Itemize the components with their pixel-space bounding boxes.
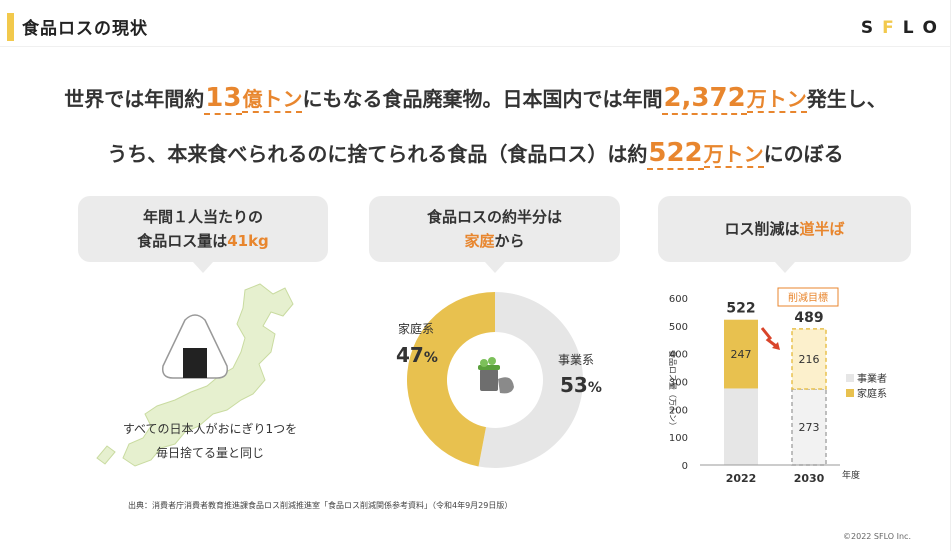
onigiri-icon [161,314,229,379]
bar-total-label: 522 [726,301,755,317]
japan-map-illustration [96,283,294,467]
onigiri-caption-line2: 毎日捨てる量と同じ [155,446,264,460]
panel2-line2: 家庭から [369,229,620,253]
headline-world-japan: 世界では年間約13億トンにもなる食品廃棄物。日本国内では年間2,372万トン発生… [0,83,951,115]
headline1-text-a: 世界では年間約 [64,87,205,111]
onigiri-caption-line1: すべての日本人がおにぎり1つを [122,422,298,436]
donut-slice-business [478,292,583,468]
target-label-box: 削減目標 [777,287,839,307]
logo-letter-f: F [882,18,894,38]
y-tick-label: 400 [669,350,688,361]
bar-value-label: 273 [799,421,820,434]
panel2-household-word: 家庭 [464,232,495,250]
bar-value-label: 247 [731,348,752,361]
bar-2022-household [724,319,758,389]
panel1-line2: 食品ロス量は41kg [78,229,328,253]
legend-label: 事業者 [857,372,887,385]
source-citation: 出典：消費者庁消費者教育推進課食品ロス削減推進室「食品ロス削減関係参考資料」（令… [128,501,513,510]
y-tick-label: 200 [669,405,688,416]
panel1-line2-text: 食品ロス量は [137,232,228,250]
legend-label: 家庭系 [857,387,887,400]
slice-value-business-num: 53 [560,373,588,397]
reduction-arrow-icon [760,327,780,350]
page-title: 食品ロスの現状 [22,19,148,39]
headline2-text-a: うち、本来食べられるのに捨てられる食品（食品ロス）は約 [107,142,648,166]
bar-2022-business [724,388,758,465]
donut-chart: 家庭系 47% 事業系 53% [396,292,602,468]
headline1-unit-world: 億トン [242,87,303,113]
y-tick-label: 500 [669,322,688,333]
bar-total-label: 489 [794,310,823,326]
target-label: 削減目標 [788,291,828,304]
panel1-line1: 年間１人当たりの [142,208,263,226]
y-axis-title: 食品ロス量（万トン） [668,350,678,430]
logo-letter-l: L [902,18,914,38]
y-tick-label: 0 [682,461,688,472]
bar-value-label: 216 [799,353,820,366]
logo-letter-o: O [922,18,937,38]
panel3-line1: ロス削減は道半ば [658,217,911,241]
panel1-kg-value: 41kg [227,232,269,250]
slice-name-business: 事業系 [558,353,594,367]
headline1-text-c: 発生し、 [806,87,887,111]
headline1-num-japan: 2,372 [662,83,747,115]
x-axis-title: 年度 [842,469,860,481]
panel2-line1: 食品ロスの約半分は [426,208,562,226]
panel2-bubble: 食品ロスの約半分は 家庭から [369,196,620,273]
panel1-bubble: 年間１人当たりの 食品ロス量は41kg [78,196,328,273]
legend-swatch [846,374,854,382]
y-tick-label: 300 [669,378,688,389]
trash-icon [470,355,520,405]
legend-swatch [846,389,854,397]
logo-letter-s: S [860,18,874,38]
panel3-bubble: ロス削減は道半ば [658,196,911,273]
y-tick-label: 600 [669,294,688,305]
panel3-line1-text: ロス削減は [724,220,800,238]
donut-slice-household [406,292,495,467]
header-divider [0,46,951,47]
stacked-bar-chart: 0 100 200 300 400 500 600 247 522 2022 273 216 489 2… [668,287,887,485]
slice-value-business: 53% [560,373,602,397]
headline1-text-b: にもなる食品廃棄物。日本国内では年間 [302,87,663,111]
headline-food-loss: うち、本来食べられるのに捨てられる食品（食品ロス）は約522万トンにのぼる [0,138,951,170]
bar-2030-business [791,388,827,466]
headline1-num-world: 13 [204,83,243,115]
headline1-unit-japan: 万トン [746,87,807,113]
bar-2030-household [791,328,827,390]
x-tick-label: 2022 [726,472,757,485]
y-tick-label: 100 [669,433,688,444]
slice-value-household-unit: % [424,350,438,366]
copyright: ©2022 SFLO Inc. [843,532,911,541]
headline2-num: 522 [647,138,704,170]
x-tick-label: 2030 [794,472,825,485]
panel2-line2-suffix: から [494,232,525,250]
headline2-unit: 万トン [703,142,764,168]
headline2-text-b: にのぼる [763,142,844,166]
sflo-logo: S F L O [861,18,937,38]
slice-value-household: 47% [396,343,438,367]
slice-value-business-unit: % [588,380,602,396]
title-accent-bar [7,13,14,41]
panel3-halfway-word: 道半ば [799,220,845,238]
slice-value-household-num: 47 [396,343,424,367]
slice-name-household: 家庭系 [398,321,434,336]
